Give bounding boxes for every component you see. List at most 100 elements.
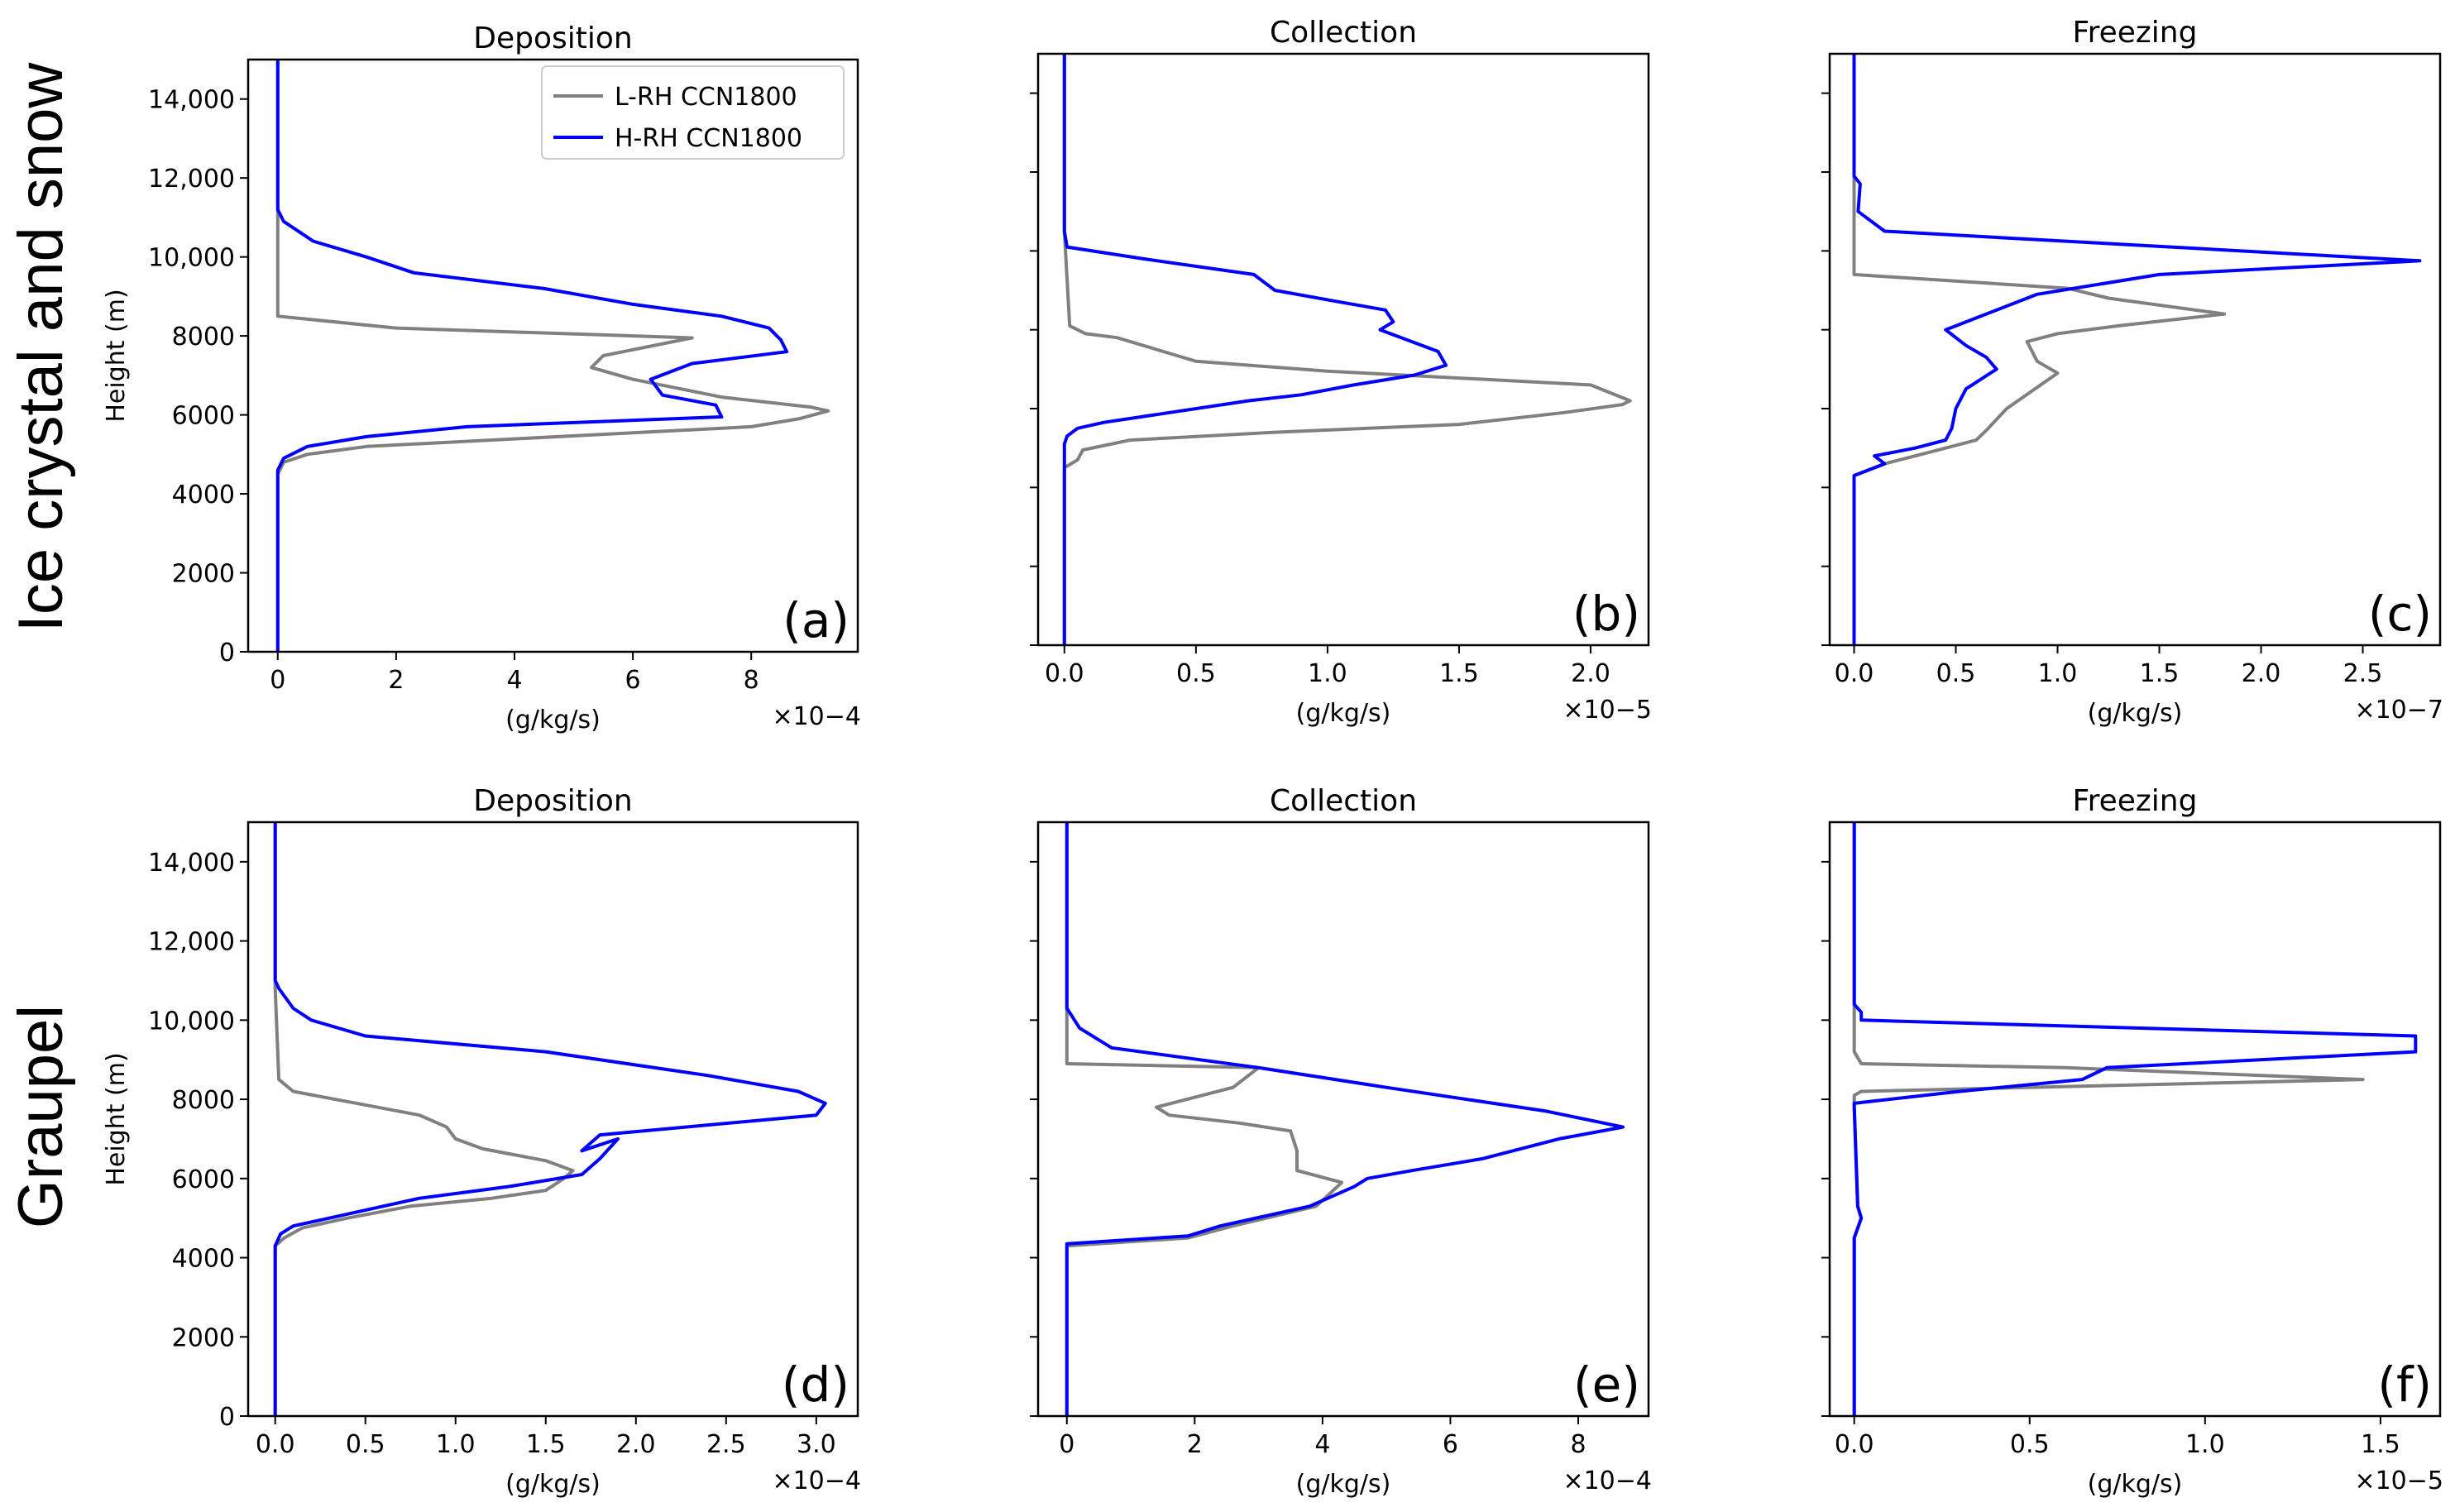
x-axis-label: (g/kg/s) bbox=[1296, 699, 1391, 728]
y-tick-label: 4000 bbox=[172, 1245, 235, 1274]
x-tick-label: 0.5 bbox=[346, 1430, 385, 1459]
series-line-h-rh bbox=[275, 60, 789, 652]
x-tick-label: 1.5 bbox=[2361, 1430, 2400, 1459]
series-line-h-rh bbox=[1062, 54, 1448, 645]
panel-letter: (c) bbox=[2368, 586, 2432, 642]
y-axis-label: Height (m) bbox=[102, 1052, 131, 1185]
x-axis-multiplier: ×10−4 bbox=[772, 702, 861, 731]
x-axis-label: (g/kg/s) bbox=[505, 706, 601, 734]
panel-letter: (d) bbox=[782, 1356, 849, 1413]
panel-f: 0.0 0.5 1.0 1.5 Freezing (g/kg/s) ×10−5 (f) bbox=[1821, 784, 2443, 1499]
panel-title: Freezing bbox=[2073, 16, 2198, 50]
x-tick-label: 1.0 bbox=[2038, 659, 2078, 688]
x-axis-multiplier: ×10−5 bbox=[1562, 696, 1652, 725]
panel-letter: (f) bbox=[2377, 1356, 2432, 1413]
series-line-h-rh bbox=[1852, 54, 2422, 645]
x-tick-label: 1.5 bbox=[526, 1430, 566, 1459]
x-tick-label: 0.0 bbox=[1045, 659, 1084, 688]
x-tick-label: 6 bbox=[625, 666, 641, 695]
x-tick-label: 2 bbox=[388, 666, 404, 695]
x-axis-label: (g/kg/s) bbox=[2088, 1470, 2183, 1499]
plot-frame bbox=[1828, 821, 2442, 1418]
x-tick-label: 0.0 bbox=[1835, 1430, 1874, 1459]
series-line-h-rh bbox=[1852, 822, 2418, 1416]
panel-title: Freezing bbox=[2073, 784, 2198, 818]
panel-b: 0.0 0.5 1.0 1.5 2.0 Collection (g/kg/s) ×10−5 (b… bbox=[1030, 16, 1652, 728]
x-tick-label: 1.0 bbox=[1308, 659, 1347, 688]
y-tick-label: 0 bbox=[219, 639, 235, 667]
x-tick-label: 2.5 bbox=[706, 1430, 746, 1459]
series-line-l-rh bbox=[273, 822, 575, 1416]
y-tick-label: 12,000 bbox=[148, 928, 235, 957]
x-tick-label: 4 bbox=[506, 666, 522, 695]
panel-a: 0 2 4 6 8 0 2000 4000 6000 8000 10,000 12,000 14,000… bbox=[102, 22, 861, 734]
panel-title: Collection bbox=[1270, 784, 1417, 818]
x-tick-label: 8 bbox=[744, 666, 759, 695]
panel-c: 0.0 0.5 1.0 1.5 2.0 2.5 Freezing (g/kg/s) ×10−7 (… bbox=[1821, 16, 2443, 728]
legend-label-h-rh: H-RH CCN1800 bbox=[615, 124, 802, 153]
x-tick-label: 2.5 bbox=[2343, 659, 2383, 688]
panel-title: Collection bbox=[1270, 16, 1417, 50]
x-tick-label: 0.0 bbox=[1835, 659, 1874, 688]
x-tick-label: 0 bbox=[270, 666, 285, 695]
y-tick-label: 4000 bbox=[172, 481, 235, 510]
x-axis-multiplier: ×10−5 bbox=[2354, 1467, 2443, 1495]
series-line-l-rh bbox=[275, 60, 830, 652]
series-line-l-rh bbox=[1852, 54, 2227, 645]
legend-label-l-rh: L-RH CCN1800 bbox=[615, 83, 797, 112]
y-axis-label: Height (m) bbox=[102, 289, 131, 422]
panel-title: Deposition bbox=[473, 784, 632, 818]
series-line-h-rh bbox=[1065, 822, 1625, 1416]
y-tick-label: 8000 bbox=[172, 1086, 235, 1115]
series-line-h-rh bbox=[273, 822, 827, 1416]
y-tick-label: 6000 bbox=[172, 1165, 235, 1194]
x-tick-label: 0.5 bbox=[1176, 659, 1216, 688]
x-axis-multiplier: ×10−4 bbox=[772, 1467, 861, 1495]
panel-letter: (b) bbox=[1572, 586, 1640, 642]
panel-letter: (a) bbox=[782, 592, 849, 648]
x-tick-label: 6 bbox=[1443, 1430, 1458, 1459]
x-tick-label: 2.0 bbox=[616, 1430, 656, 1459]
x-tick-label: 1.5 bbox=[1439, 659, 1479, 688]
x-tick-label: 1.0 bbox=[436, 1430, 476, 1459]
x-tick-label: 4 bbox=[1314, 1430, 1330, 1459]
y-tick-label: 14,000 bbox=[148, 849, 235, 878]
panel-e: 0 2 4 6 8 Collection (g/kg/s) ×10−4 (e) bbox=[1030, 784, 1652, 1499]
plot-frame bbox=[246, 821, 859, 1418]
plot-frame bbox=[246, 58, 859, 653]
plot-frame bbox=[1036, 821, 1650, 1418]
x-tick-label: 1.0 bbox=[2185, 1430, 2225, 1459]
x-axis-label: (g/kg/s) bbox=[2088, 699, 2183, 728]
x-axis-multiplier: ×10−7 bbox=[2354, 696, 2443, 725]
y-tick-label: 2000 bbox=[172, 1323, 235, 1352]
series-line-l-rh bbox=[1852, 822, 2365, 1416]
x-tick-label: 0.0 bbox=[256, 1430, 295, 1459]
y-tick-label: 0 bbox=[219, 1403, 235, 1432]
x-tick-label: 8 bbox=[1570, 1430, 1586, 1459]
x-tick-label: 2.0 bbox=[1571, 659, 1610, 688]
panel-letter: (e) bbox=[1573, 1356, 1640, 1413]
y-tick-label: 8000 bbox=[172, 323, 235, 352]
x-tick-label: 2.0 bbox=[2242, 659, 2281, 688]
x-tick-label: 0.5 bbox=[2010, 1430, 2050, 1459]
panel-d: 0.0 0.5 1.0 1.5 2.0 2.5 3.0 0 2000 4000 6000 8000 10… bbox=[102, 784, 861, 1499]
y-tick-label: 10,000 bbox=[148, 1007, 235, 1036]
x-tick-label: 0.5 bbox=[1936, 659, 1976, 688]
x-axis-label: (g/kg/s) bbox=[1296, 1470, 1391, 1499]
y-tick-label: 14,000 bbox=[148, 86, 235, 115]
legend-box bbox=[541, 65, 845, 160]
x-tick-label: 1.5 bbox=[2140, 659, 2180, 688]
y-tick-label: 6000 bbox=[172, 402, 235, 431]
x-tick-label: 2 bbox=[1187, 1430, 1203, 1459]
y-tick-label: 12,000 bbox=[148, 165, 235, 194]
plot-frame bbox=[1036, 52, 1650, 647]
x-axis-label: (g/kg/s) bbox=[505, 1470, 601, 1499]
y-tick-label: 2000 bbox=[172, 560, 235, 589]
series-line-l-rh bbox=[1065, 822, 1344, 1416]
plot-frame bbox=[1828, 52, 2442, 647]
x-axis-multiplier: ×10−4 bbox=[1562, 1467, 1652, 1495]
y-tick-label: 10,000 bbox=[148, 244, 235, 273]
panel-title: Deposition bbox=[473, 22, 632, 55]
series-line-l-rh bbox=[1062, 54, 1632, 645]
